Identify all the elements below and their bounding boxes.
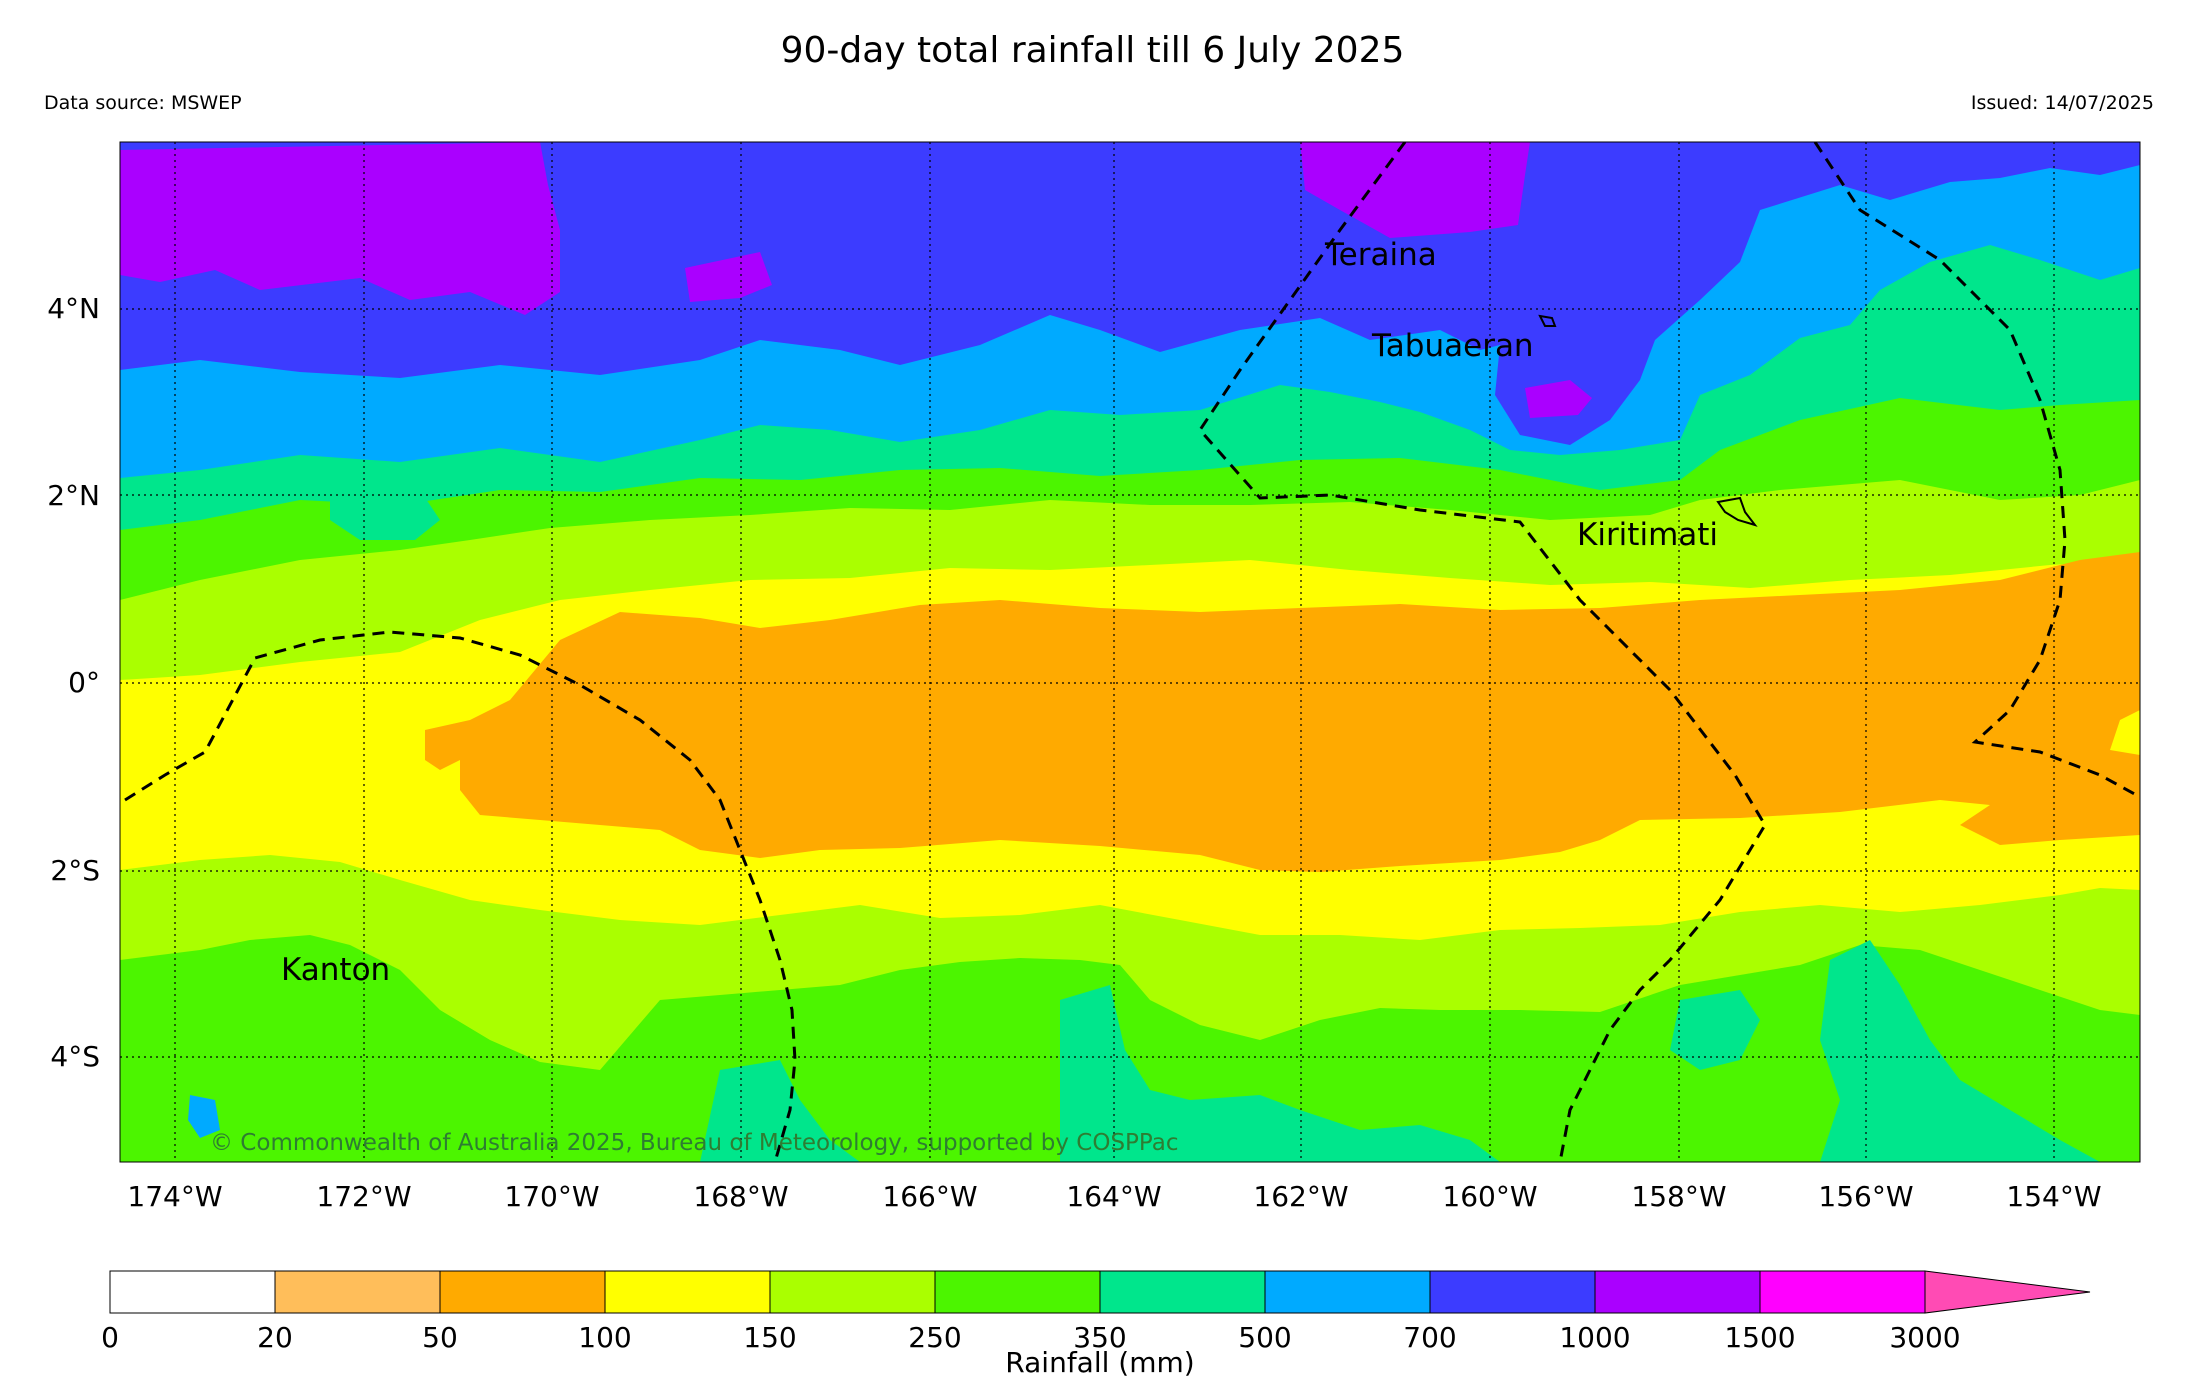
colorbar-tick-label: 150 — [743, 1321, 796, 1354]
colorbar-tick-label: 100 — [578, 1321, 631, 1354]
island-outlines — [1538, 314, 1758, 527]
lon-label-168w: 168°W — [693, 1180, 788, 1213]
colorbar-swatch — [1594, 1270, 1761, 1314]
colorbar-swatch — [439, 1270, 606, 1314]
island-label-teraina: Teraina — [1324, 237, 1437, 273]
patch-1000-1500-tab — [1525, 380, 1592, 418]
map-frame — [119, 141, 2141, 1163]
eez-line-line-islands — [1198, 142, 1767, 1162]
colorbar-swatch — [1429, 1270, 1596, 1314]
rainfall-field — [120, 142, 2140, 1162]
eez-line-east — [1813, 142, 2140, 799]
data-source-label: Data source: MSWEP — [44, 92, 242, 114]
colorbar-tick-label: 3000 — [1889, 1321, 1960, 1354]
map-title: 90-day total rainfall till 6 July 2025 — [780, 30, 1405, 71]
patch-500-700-kanton — [188, 1095, 220, 1138]
lon-label-160w: 160°W — [1442, 1180, 1537, 1213]
lat-label-0: 0° — [68, 666, 100, 699]
colorbar-swatch — [274, 1270, 441, 1314]
patch-50-100-core — [425, 552, 2140, 872]
colorbar-swatch — [109, 1270, 276, 1314]
patch-350-500-se — [1820, 940, 2100, 1162]
patch-1000-1500-north — [1300, 142, 1530, 238]
colorbar: 0 20 50 100 150 250 350 500 700 1000 1500 3000 — [101, 1270, 2091, 1354]
longitude-labels: 174°W 172°W 170°W 168°W 166°W 164°W 162°… — [127, 1180, 2101, 1213]
patch-350-500-north — [330, 490, 440, 540]
graticule — [120, 142, 2140, 1162]
copyright-notice: © Commonwealth of Australia 2025, Bureau… — [210, 1130, 1179, 1156]
eez-line-phoenix — [124, 630, 797, 1162]
colorbar-tick-label: 1000 — [1559, 1321, 1630, 1354]
patch-350-500-sw — [700, 1060, 860, 1162]
colorbar-extend-arrow — [1924, 1270, 2091, 1314]
lat-label-4s: 4°S — [50, 1040, 100, 1073]
island-label-kanton: Kanton — [281, 952, 390, 988]
colorbar-tick-label: 0 — [101, 1321, 119, 1354]
colorbar-tick-label: 1500 — [1724, 1321, 1795, 1354]
colorbar-label: Rainfall (mm) — [1005, 1346, 1194, 1379]
lon-label-164w: 164°W — [1066, 1180, 1161, 1213]
patch-1000-1500-mid — [685, 252, 772, 302]
lon-label-158w: 158°W — [1631, 1180, 1726, 1213]
colorbar-tick-label: 50 — [422, 1321, 458, 1354]
kiritimati-outline — [1716, 496, 1758, 527]
lon-label-166w: 166°W — [882, 1180, 977, 1213]
lon-label-156w: 156°W — [1818, 1180, 1913, 1213]
patch-350-500-s2 — [1670, 990, 1760, 1070]
lon-label-172w: 172°W — [316, 1180, 411, 1213]
colorbar-tick-label: 20 — [257, 1321, 293, 1354]
patch-1000-1500-west — [120, 142, 560, 315]
lat-label-2s: 2°S — [50, 854, 100, 887]
colorbar-tick-label: 500 — [1238, 1321, 1291, 1354]
colorbar-swatch — [769, 1270, 936, 1314]
colorbar-swatch — [934, 1270, 1101, 1314]
colorbar-tick-label: 250 — [908, 1321, 961, 1354]
issued-date-label: Issued: 14/07/2025 — [1970, 92, 2154, 114]
island-label-kiritimati: Kiritimati — [1577, 517, 1718, 553]
colorbar-swatch — [604, 1270, 771, 1314]
patch-350-500-s1 — [1060, 985, 1500, 1162]
lon-label-170w: 170°W — [504, 1180, 599, 1213]
colorbar-tick-label: 350 — [1073, 1321, 1126, 1354]
colorbar-tick-label: 700 — [1403, 1321, 1456, 1354]
colorbar-swatch — [1759, 1270, 1926, 1314]
lon-label-162w: 162°W — [1253, 1180, 1348, 1213]
eez-boundaries — [124, 142, 2140, 1162]
colorbar-swatch — [1264, 1270, 1431, 1314]
band-250-350-south — [120, 935, 2140, 1162]
latitude-labels: 4°N 2°N 0° 2°S 4°S — [47, 292, 100, 1073]
tabuaeran-outline — [1538, 314, 1557, 327]
lon-label-174w: 174°W — [127, 1180, 222, 1213]
lon-label-154w: 154°W — [2006, 1180, 2101, 1213]
lat-label-2n: 2°N — [47, 479, 100, 512]
lat-label-4n: 4°N — [47, 292, 100, 325]
colorbar-swatch — [1099, 1270, 1266, 1314]
island-label-tabuaeran: Tabuaeran — [1371, 328, 1534, 364]
